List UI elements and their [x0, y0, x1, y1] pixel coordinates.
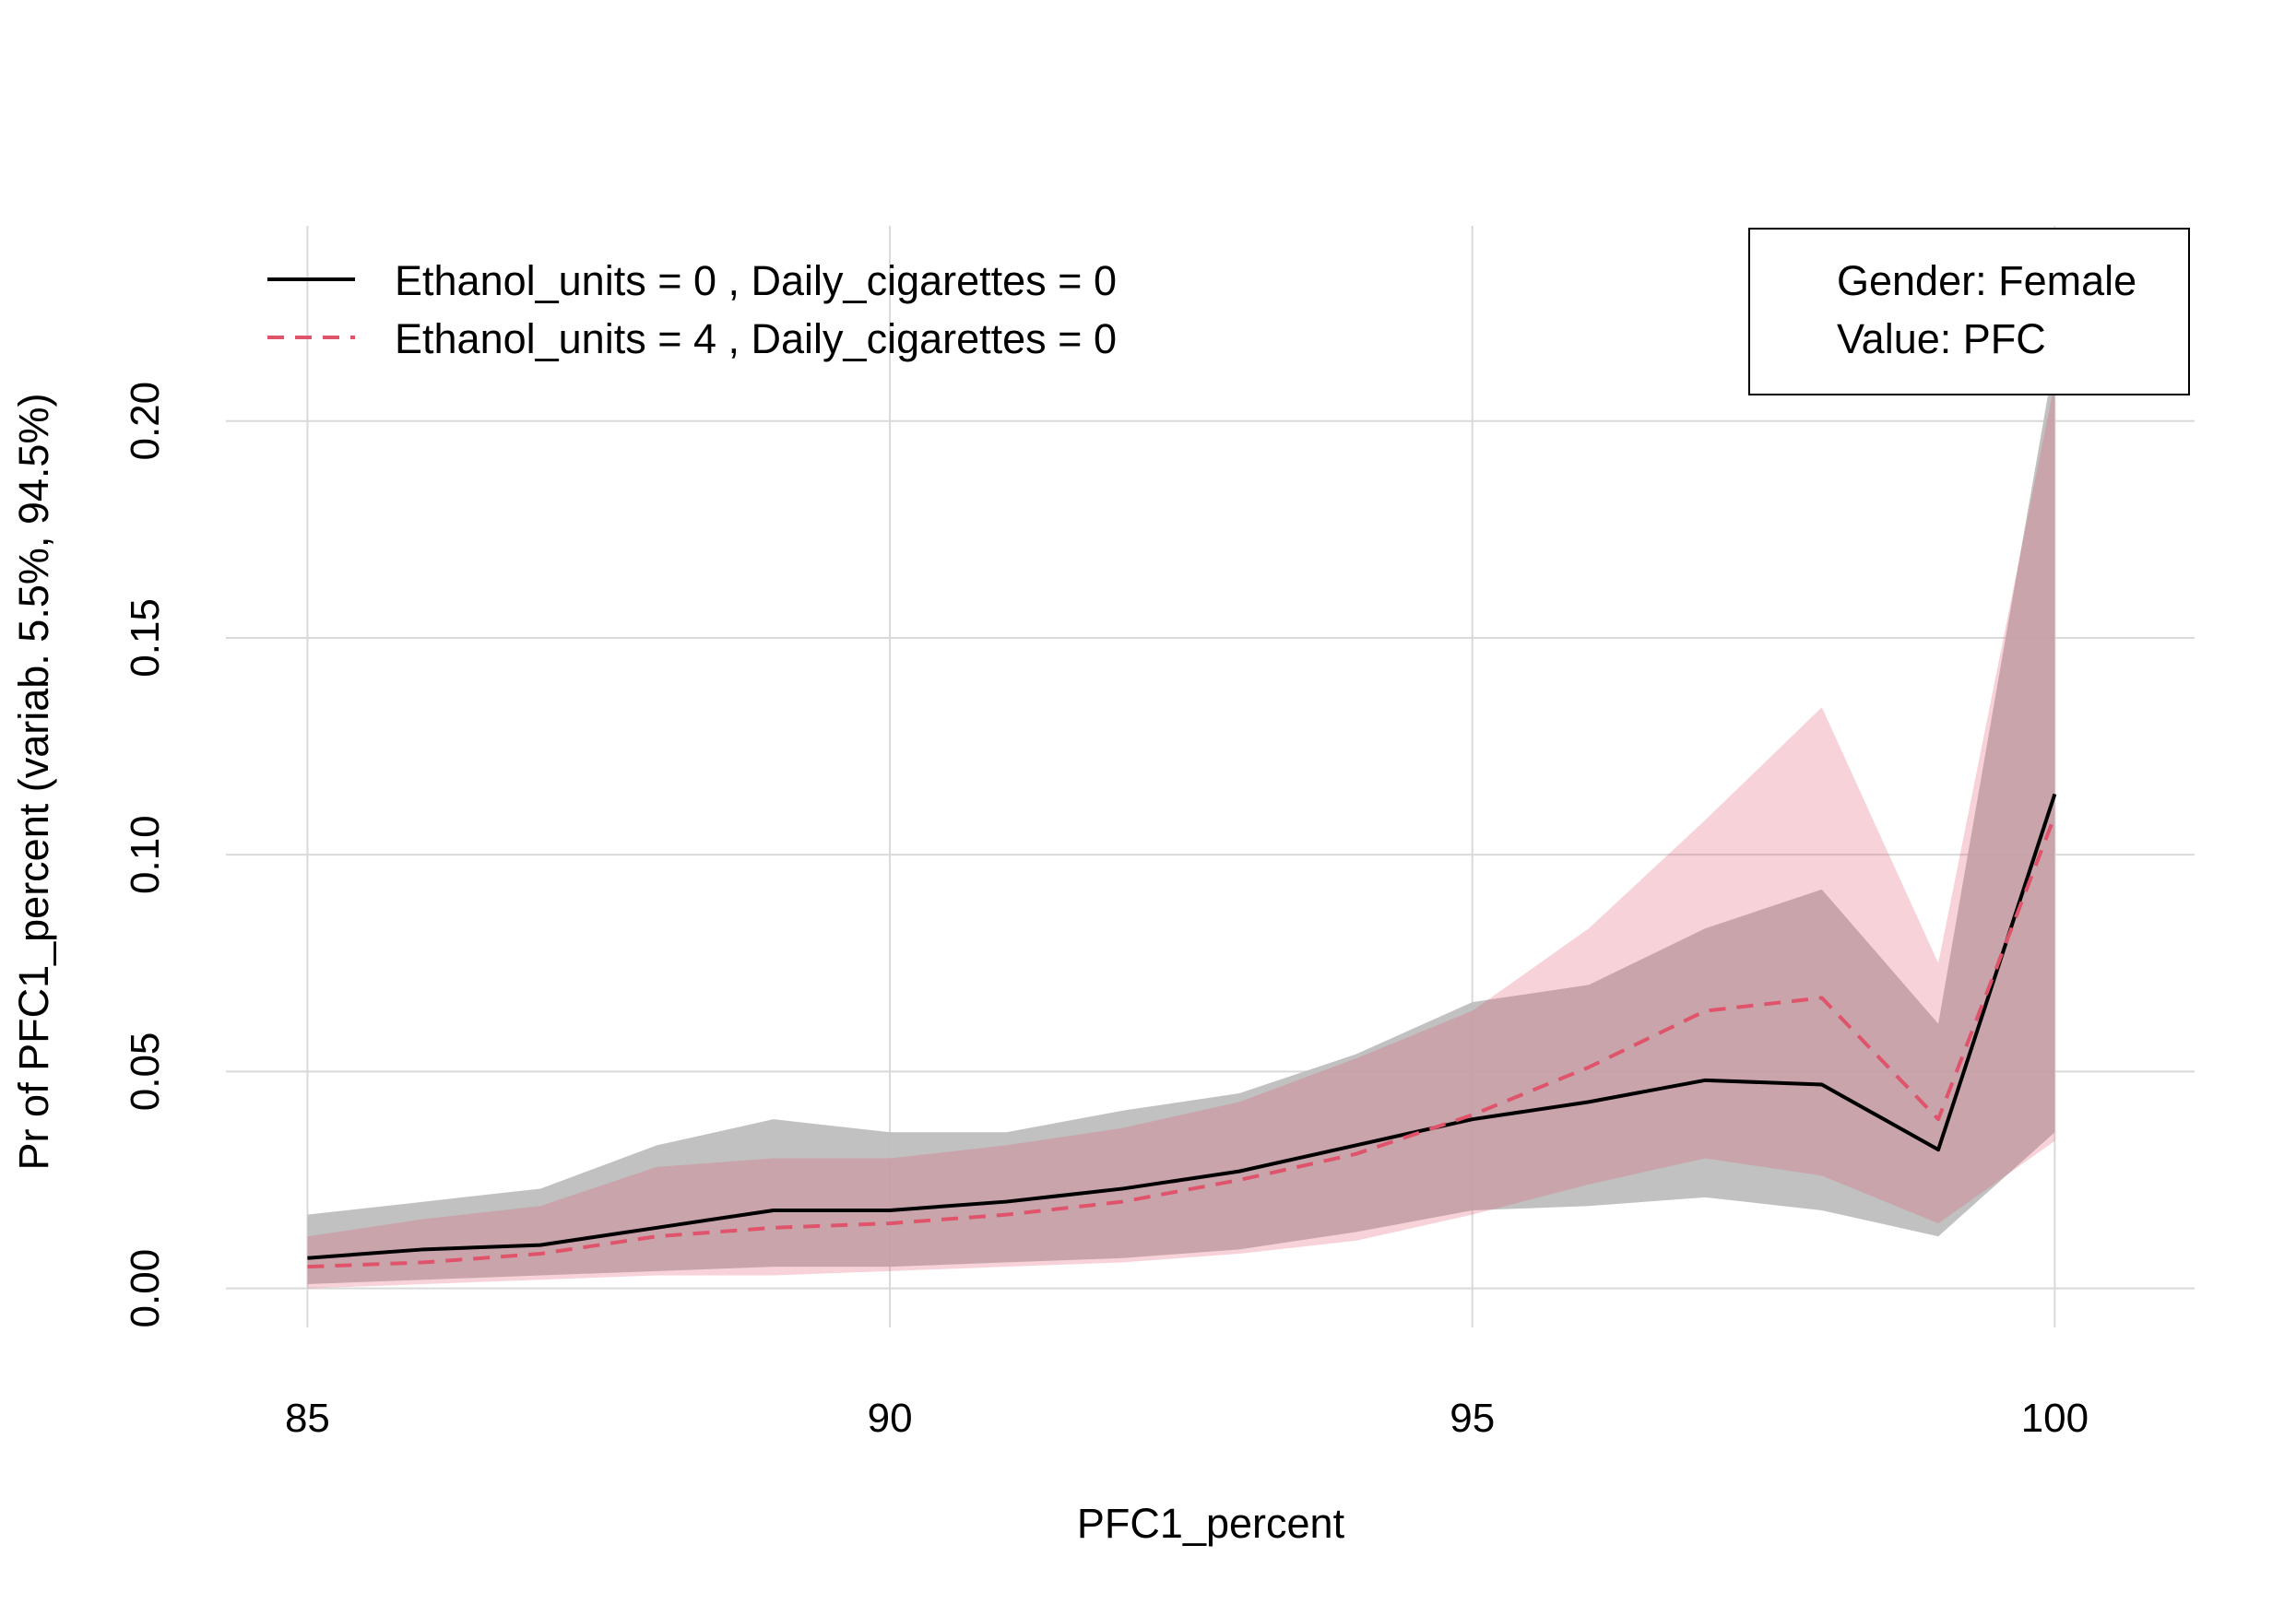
confidence-band-2: [307, 382, 2055, 1289]
legend: Ethanol_units = 0 , Daily_cigarettes = 0…: [267, 257, 1117, 362]
y-tick-label: 0.15: [123, 598, 168, 678]
info-gender: Gender: Female: [1837, 257, 2136, 304]
x-tick-labels: 85 90 95 100: [285, 1396, 2089, 1441]
y-tick-label: 0.10: [123, 815, 168, 894]
x-tick-label: 95: [1450, 1396, 1495, 1441]
legend-entry-2: Ethanol_units = 4 , Daily_cigarettes = 0: [395, 315, 1117, 362]
y-axis-label: Pr of PFC1_percent (variab. 5.5%, 94.5%): [10, 394, 57, 1171]
y-tick-labels: 0.00 0.05 0.10 0.15 0.20: [123, 382, 168, 1328]
y-tick-label: 0.00: [123, 1249, 168, 1328]
x-axis-label: PFC1_percent: [1077, 1500, 1345, 1547]
info-box: Gender: Female Value: PFC: [1748, 228, 2190, 395]
x-tick-label: 90: [868, 1396, 913, 1441]
confidence-bands: [307, 356, 2055, 1289]
x-tick-label: 85: [285, 1396, 330, 1441]
y-tick-label: 0.05: [123, 1032, 168, 1112]
series-line-1: [307, 793, 2057, 1260]
info-value: Value: PFC: [1837, 315, 2046, 362]
series-line-2: [307, 815, 2057, 1269]
y-tick-label: 0.20: [123, 382, 168, 461]
x-tick-label: 100: [2021, 1396, 2089, 1441]
series-lines: [307, 793, 2057, 1269]
info-box-frame: [1748, 228, 2190, 395]
legend-entry-1: Ethanol_units = 0 , Daily_cigarettes = 0: [395, 257, 1117, 304]
